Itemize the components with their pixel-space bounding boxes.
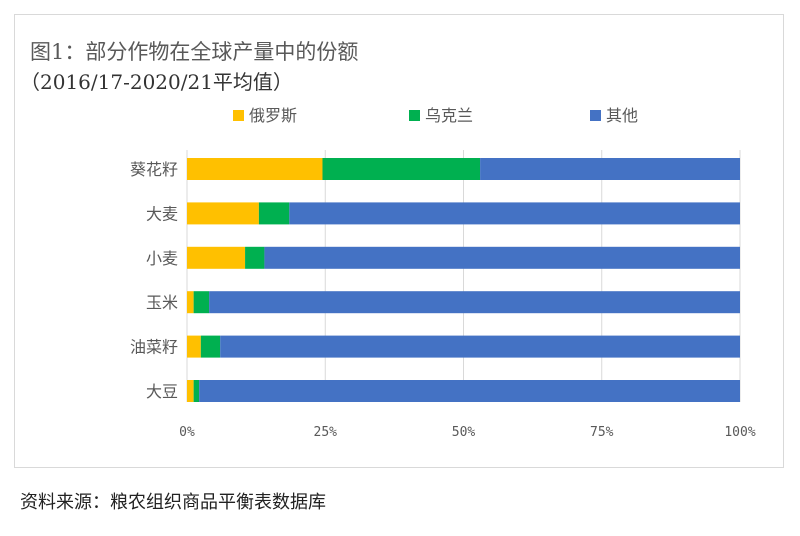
- legend-label: 俄罗斯: [249, 106, 297, 125]
- bar-segment: [322, 158, 481, 180]
- x-tick-label: 50%: [452, 425, 476, 440]
- category-label: 大豆: [146, 382, 178, 401]
- x-tick-label: 0%: [179, 425, 195, 440]
- bar-segment: [187, 291, 194, 314]
- bar-segment: [199, 380, 740, 402]
- x-tick-labels: 0% 25% 50% 75% 100%: [179, 425, 756, 440]
- legend-swatch: [409, 110, 420, 121]
- bar-segment: [209, 291, 740, 314]
- bar-segment: [187, 158, 323, 180]
- bar-segment: [220, 335, 740, 358]
- legend-label: 其他: [606, 106, 638, 125]
- source-note: 资料来源：粮农组织商品平衡表数据库: [20, 492, 326, 513]
- bar-segment: [289, 202, 740, 225]
- x-tick-label: 25%: [314, 425, 338, 440]
- category-label: 小麦: [146, 249, 178, 268]
- gridlines: [186, 150, 741, 402]
- bar-segment: [193, 380, 200, 402]
- category-label: 大麦: [146, 204, 178, 223]
- chart-title: 图1：部分作物在全球产量中的份额: [30, 40, 359, 64]
- legend-label: 乌克兰: [425, 106, 473, 125]
- x-tick-label: 75%: [590, 425, 614, 440]
- x-tick-label: 100%: [724, 425, 755, 440]
- bar-segment: [258, 202, 290, 225]
- bar-segment: [187, 335, 201, 358]
- bar-segment: [480, 158, 740, 180]
- bar-segment: [193, 291, 210, 314]
- bar-segment: [245, 246, 265, 269]
- bar-segment: [187, 380, 194, 402]
- legend: 俄罗斯 乌克兰 其他: [233, 106, 638, 125]
- chart-subtitle: （2016/17-2020/21平均值）: [20, 70, 293, 94]
- bar-segment: [264, 246, 740, 269]
- legend-swatch: [233, 110, 244, 121]
- category-label: 葵花籽: [130, 160, 178, 179]
- bar-segment: [200, 335, 221, 358]
- category-label: 油菜籽: [130, 338, 178, 357]
- category-label: 玉米: [146, 293, 178, 312]
- bar-segment: [187, 246, 246, 269]
- bar-segment: [187, 202, 259, 225]
- bars: [187, 158, 740, 402]
- legend-swatch: [590, 110, 601, 121]
